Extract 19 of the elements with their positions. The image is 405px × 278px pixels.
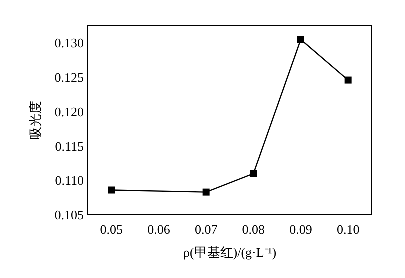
y-tick-label: 0.125 bbox=[54, 70, 84, 86]
point bbox=[298, 36, 304, 44]
point bbox=[108, 186, 116, 194]
x-tick-label: 0.05 bbox=[100, 222, 124, 237]
point bbox=[202, 188, 210, 196]
x-tick-label: 0.06 bbox=[148, 222, 171, 237]
y-tick-label: 0.130 bbox=[54, 36, 84, 51]
point bbox=[344, 76, 352, 84]
y-axis-title: 吸光度 bbox=[28, 101, 43, 140]
x-tick-label: 0.09 bbox=[290, 222, 312, 237]
y-tick-label: 0.110 bbox=[55, 173, 84, 188]
y-tick-label: 0.115 bbox=[55, 138, 84, 154]
x-tick-label: 0.08 bbox=[242, 222, 266, 237]
x-tick-label: 0.07 bbox=[194, 222, 218, 237]
point bbox=[250, 170, 258, 178]
y-tick-label: 0.105 bbox=[54, 208, 84, 222]
x-axis-title: ρ(甲基红)/(g·L⁻¹) bbox=[183, 245, 277, 260]
y-tick-label: 0.120 bbox=[54, 104, 84, 120]
x-tick-label: 0.10 bbox=[336, 222, 360, 237]
